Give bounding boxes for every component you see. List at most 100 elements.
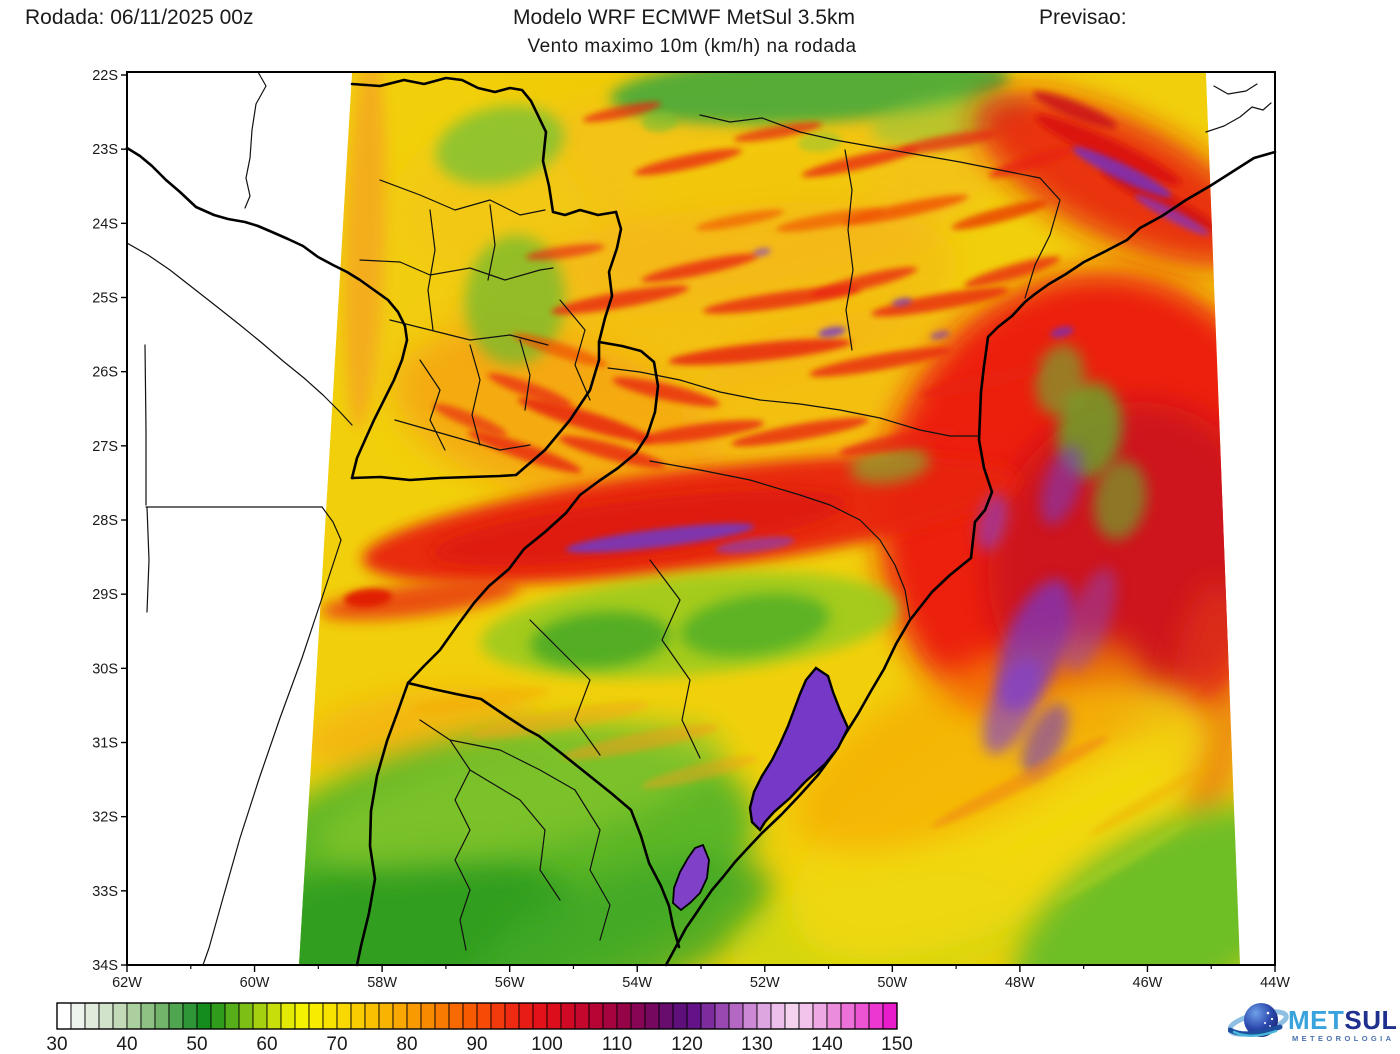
colorbar-cell bbox=[434, 1002, 450, 1030]
lagoons bbox=[672, 666, 850, 912]
colorbar-cell bbox=[196, 1002, 212, 1030]
state-border-line bbox=[379, 179, 546, 216]
field-blob bbox=[775, 208, 885, 232]
map-frame bbox=[121, 71, 1276, 972]
field-blob bbox=[963, 256, 1061, 288]
field-blob bbox=[1014, 805, 1240, 965]
metsul-logo: METSUL METEOROLOGIA bbox=[1227, 993, 1397, 1049]
state-border-line bbox=[202, 539, 342, 966]
field-blob bbox=[635, 419, 765, 445]
field-blob bbox=[892, 297, 912, 307]
field-blob bbox=[1063, 567, 1117, 673]
colorbar-tick-label: 90 bbox=[466, 1034, 487, 1052]
colorbar-outline bbox=[56, 1002, 898, 1030]
field-blob bbox=[1072, 146, 1172, 198]
colorbar-cell bbox=[168, 1002, 184, 1030]
colorbar-tick-label: 40 bbox=[116, 1034, 137, 1052]
field-blob bbox=[1035, 114, 1181, 186]
lat-tick-label: 24S bbox=[92, 216, 118, 232]
field-blob bbox=[518, 397, 652, 443]
colorbar-cell bbox=[504, 1002, 520, 1030]
colorbar-cell bbox=[350, 1002, 366, 1030]
wind-field-raster bbox=[299, 72, 1240, 965]
country-border-line bbox=[350, 340, 601, 482]
field-blob bbox=[1050, 326, 1074, 338]
state-border-line bbox=[699, 114, 1061, 299]
colorbar-cell bbox=[238, 1002, 254, 1030]
lat-tick-label: 28S bbox=[92, 513, 118, 529]
colorbar-cell bbox=[700, 1002, 716, 1030]
field-blob bbox=[612, 377, 720, 407]
field-blob bbox=[1093, 460, 1147, 540]
colorbar-cell bbox=[826, 1002, 842, 1030]
field-blob bbox=[989, 146, 1075, 178]
field-blob bbox=[839, 428, 957, 456]
colorbar-cell bbox=[266, 1002, 282, 1030]
colorbar-cell bbox=[364, 1002, 380, 1030]
lat-tick-label: 31S bbox=[92, 736, 118, 752]
field-blob bbox=[1033, 91, 1117, 129]
field-blob bbox=[810, 267, 918, 297]
field-blob bbox=[431, 490, 849, 566]
field-blob bbox=[1053, 820, 1191, 904]
lon-tick-label: 62W bbox=[112, 975, 142, 991]
state-border-line bbox=[469, 769, 561, 901]
colorbar-cell bbox=[154, 1002, 170, 1030]
colorbar-tick-label: 70 bbox=[326, 1034, 347, 1052]
state-border-line bbox=[469, 344, 481, 446]
colorbar-tick-label: 140 bbox=[811, 1034, 843, 1052]
model-title: Modelo WRF ECMWF MetSul 3.5km bbox=[513, 6, 855, 29]
country-border-line bbox=[597, 210, 623, 344]
field-blob bbox=[930, 330, 950, 340]
field-blob bbox=[344, 588, 392, 608]
lat-tick-label: 33S bbox=[92, 884, 118, 900]
colorbar-tick-label: 80 bbox=[396, 1034, 417, 1052]
forecast-label: Previsao: bbox=[1039, 6, 1127, 29]
state-border-line bbox=[359, 259, 554, 281]
state-border-line bbox=[449, 739, 576, 791]
field-blob bbox=[1021, 703, 1069, 777]
state-border-line bbox=[419, 359, 446, 451]
colorbar-cell bbox=[98, 1002, 114, 1030]
colorbar-cell bbox=[378, 1002, 394, 1030]
lon-tick-label: 48W bbox=[1005, 975, 1035, 991]
colorbar-cell bbox=[84, 1002, 100, 1030]
colorbar-cell bbox=[294, 1002, 310, 1030]
field-blob bbox=[1035, 344, 1085, 416]
state-border-line bbox=[419, 719, 471, 951]
field-blob bbox=[634, 148, 742, 176]
colorbar-cell bbox=[532, 1002, 548, 1030]
field-blob bbox=[1040, 444, 1084, 526]
state-border-line bbox=[244, 71, 267, 209]
field-blob bbox=[841, 194, 969, 226]
colorbar-cell bbox=[476, 1002, 492, 1030]
field-blob bbox=[432, 403, 508, 437]
field-blob bbox=[951, 200, 1049, 230]
coastline bbox=[664, 150, 1277, 967]
colorbar-cell bbox=[588, 1002, 604, 1030]
colorbar-cell bbox=[280, 1002, 296, 1030]
colorbar-cell bbox=[252, 1002, 268, 1030]
lon-tick-label: 54W bbox=[622, 975, 652, 991]
country-border-line bbox=[406, 340, 660, 685]
colorbar-cell bbox=[560, 1002, 576, 1030]
colorbar-cell bbox=[728, 1002, 744, 1030]
colorbar-cell bbox=[546, 1002, 562, 1030]
colorbar-cell bbox=[420, 1002, 436, 1030]
field-blob bbox=[733, 122, 823, 142]
lat-tick-label: 29S bbox=[92, 587, 118, 603]
metsul-planet-icon bbox=[1227, 1003, 1289, 1037]
colorbar-cell bbox=[672, 1002, 688, 1030]
colorbar-cell bbox=[518, 1002, 534, 1030]
field-blob bbox=[898, 130, 998, 154]
colorbar-tick-label: 30 bbox=[46, 1034, 67, 1052]
logo-meteorologia-text: METEOROLOGIA bbox=[1292, 1034, 1394, 1043]
country-border-line bbox=[406, 681, 681, 949]
state-border-line bbox=[146, 506, 150, 613]
field-blob bbox=[641, 755, 759, 789]
state-border-line bbox=[126, 242, 353, 426]
colorbar-cell bbox=[840, 1002, 856, 1030]
field-blob bbox=[753, 247, 771, 257]
state-border-line bbox=[844, 149, 854, 351]
